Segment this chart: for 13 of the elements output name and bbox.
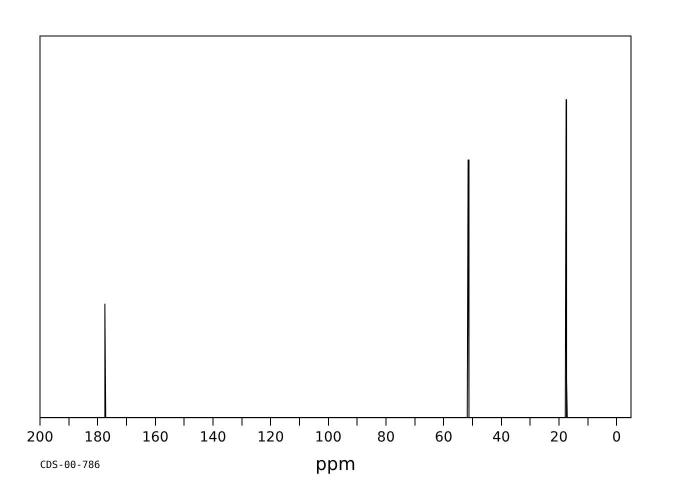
x-tick-label: 140 [200, 430, 226, 446]
x-tick-label: 0 [612, 430, 622, 446]
x-tick-label: 80 [377, 430, 395, 446]
x-tick-label: 120 [257, 430, 284, 446]
x-tick-label: 20 [550, 430, 568, 446]
x-tick-label: 200 [26, 430, 54, 446]
x-tick-label: 60 [434, 430, 453, 446]
x-tick-label: 100 [314, 430, 342, 446]
x-axis-title: ppm [315, 454, 356, 475]
x-tick-label: 40 [492, 430, 510, 446]
x-tick-label: 160 [142, 430, 169, 446]
text: CDS-00-786 [40, 460, 100, 471]
x-tick-label: 180 [84, 430, 112, 446]
